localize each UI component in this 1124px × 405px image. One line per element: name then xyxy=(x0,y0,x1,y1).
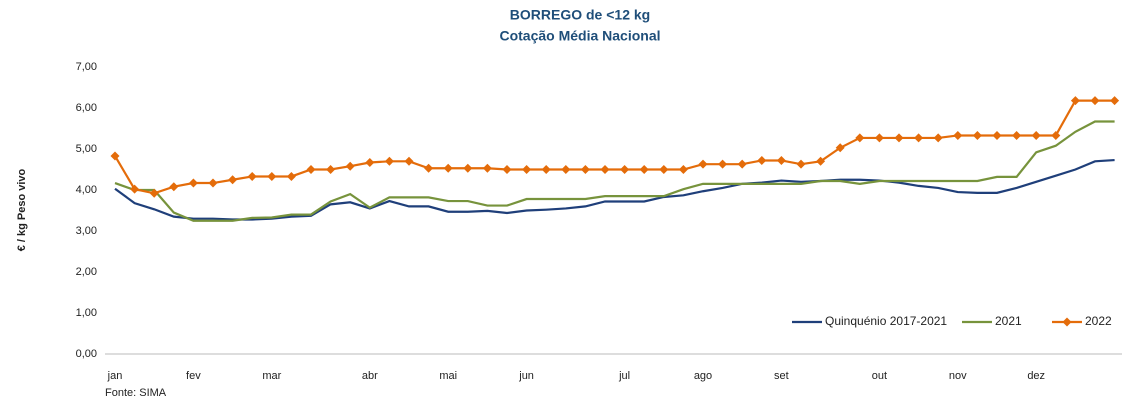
point-marker xyxy=(933,133,943,143)
chart-title: BORREGO de <12 kg xyxy=(510,7,650,23)
source-note: Fonte: SIMA xyxy=(105,387,167,399)
x-tick-label: jun xyxy=(518,370,534,382)
point-marker xyxy=(424,163,434,173)
point-marker xyxy=(169,182,179,192)
point-marker xyxy=(600,165,610,174)
point-marker xyxy=(894,133,904,143)
point-marker xyxy=(522,165,532,174)
x-tick-label: out xyxy=(872,370,887,382)
y-axis-label: € / kg Peso vivo xyxy=(16,168,28,251)
point-marker xyxy=(816,156,826,166)
point-marker xyxy=(130,184,140,194)
series-line xyxy=(114,120,1115,222)
point-marker xyxy=(855,133,865,143)
point-marker xyxy=(326,165,336,174)
point-marker xyxy=(482,163,492,173)
point-marker xyxy=(384,156,394,166)
series-line xyxy=(114,99,1115,195)
point-marker xyxy=(149,188,159,198)
point-marker xyxy=(737,159,747,169)
point-marker xyxy=(1051,130,1061,140)
point-marker xyxy=(188,178,198,188)
x-tick-label: jan xyxy=(107,370,123,382)
point-marker xyxy=(502,165,512,174)
x-tick-label: mar xyxy=(262,370,281,382)
point-marker xyxy=(953,130,963,140)
point-marker xyxy=(698,159,708,169)
point-marker xyxy=(1012,130,1022,140)
point-marker xyxy=(1031,130,1041,140)
point-marker xyxy=(1090,96,1100,106)
point-marker xyxy=(580,165,590,174)
point-marker xyxy=(992,130,1002,140)
y-tick-label: 5,00 xyxy=(76,143,97,155)
y-tick-label: 0,00 xyxy=(76,348,97,360)
point-marker xyxy=(404,156,414,166)
point-marker xyxy=(561,165,571,174)
x-tick-label: jul xyxy=(618,370,630,382)
point-marker xyxy=(267,171,277,181)
x-tick-label: abr xyxy=(362,370,378,382)
legend-label: Quinquénio 2017-2021 xyxy=(825,314,947,328)
point-marker xyxy=(306,165,316,174)
point-marker xyxy=(1070,96,1080,106)
x-tick-label: dez xyxy=(1027,370,1045,382)
y-tick-label: 6,00 xyxy=(76,102,97,114)
series-line xyxy=(114,158,1115,221)
x-tick-label: mai xyxy=(439,370,457,382)
y-tick-label: 2,00 xyxy=(76,266,97,278)
y-tick-label: 4,00 xyxy=(76,184,97,196)
point-marker xyxy=(835,143,845,153)
x-tick-label: nov xyxy=(949,370,967,382)
point-marker xyxy=(110,151,120,161)
point-marker xyxy=(914,133,924,143)
y-tick-label: 1,00 xyxy=(76,307,97,319)
y-tick-label: 7,00 xyxy=(76,61,97,73)
point-marker xyxy=(659,165,669,174)
x-tick-label: ago xyxy=(694,370,712,382)
point-marker xyxy=(776,155,786,165)
point-marker xyxy=(463,163,473,173)
legend-marker xyxy=(1062,317,1072,327)
point-marker xyxy=(228,175,238,185)
chart-subtitle: Cotação Média Nacional xyxy=(499,28,660,44)
x-tick-label: fev xyxy=(186,370,201,382)
point-marker xyxy=(972,130,982,140)
point-marker xyxy=(541,165,551,174)
point-marker xyxy=(678,165,688,174)
point-marker xyxy=(874,133,884,143)
legend-label: 2022 xyxy=(1085,314,1112,328)
point-marker xyxy=(345,161,355,171)
point-marker xyxy=(443,163,453,173)
y-tick-label: 3,00 xyxy=(76,225,97,237)
point-marker xyxy=(718,159,728,169)
point-marker xyxy=(1110,96,1120,106)
point-marker xyxy=(639,165,649,174)
point-marker xyxy=(247,171,257,181)
point-marker xyxy=(365,158,375,168)
point-marker xyxy=(286,171,296,181)
point-marker xyxy=(757,155,767,165)
point-marker xyxy=(208,178,218,188)
legend-label: 2021 xyxy=(995,314,1022,328)
point-marker xyxy=(796,159,806,169)
point-marker xyxy=(620,165,630,174)
x-tick-label: set xyxy=(774,370,789,382)
